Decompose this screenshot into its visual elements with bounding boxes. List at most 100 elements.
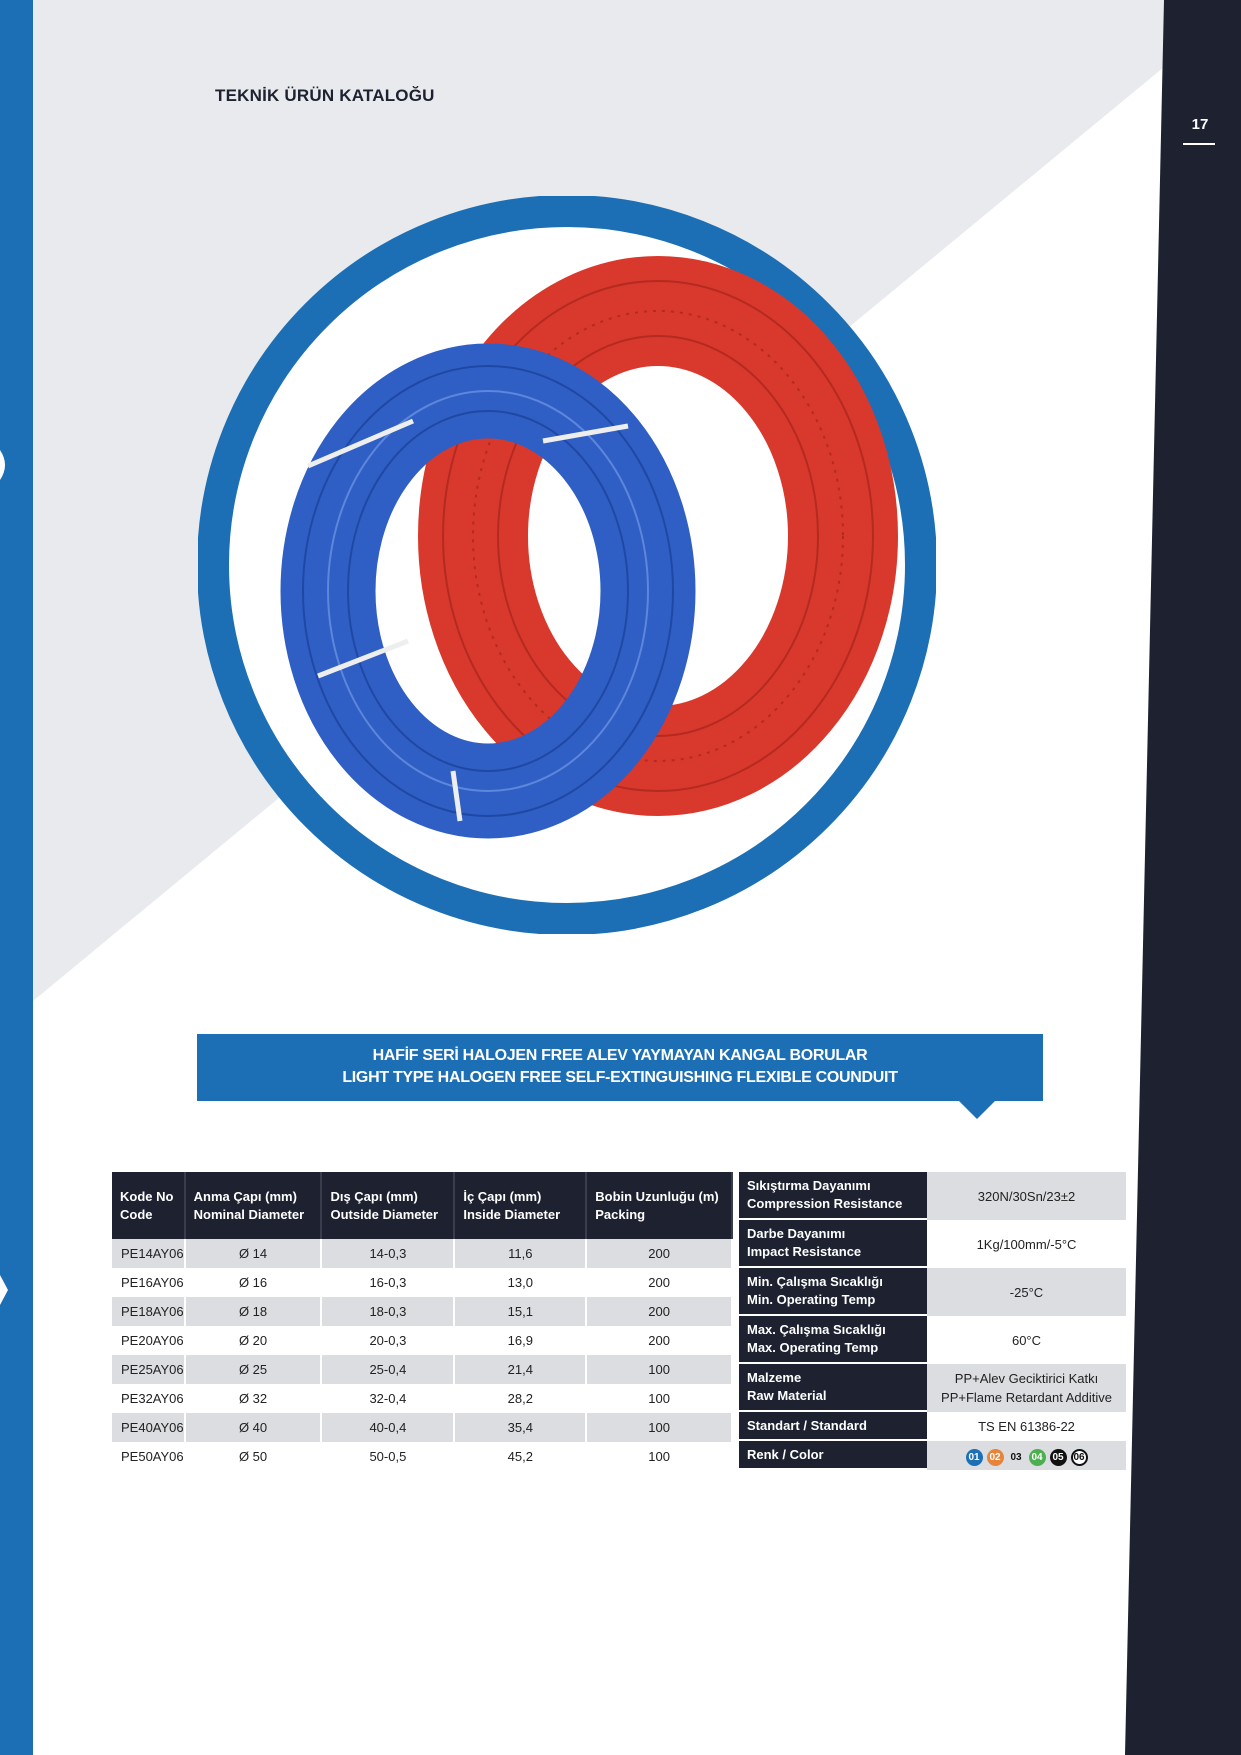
column-header-en: Outside Diameter bbox=[330, 1206, 439, 1222]
table-cell: Ø 16 bbox=[186, 1268, 323, 1297]
table-cell: 11,6 bbox=[455, 1239, 588, 1268]
table-cell: 100 bbox=[587, 1355, 733, 1384]
red-coil-icon bbox=[418, 256, 898, 816]
property-label: Standart / Standard bbox=[739, 1412, 927, 1441]
color-row: Renk / Color 01 02 03 04 05 06 bbox=[739, 1441, 1126, 1470]
table-cell: 200 bbox=[587, 1326, 733, 1355]
table-cell: PE18AY06 bbox=[112, 1297, 186, 1326]
table-row: PE25AY06 Ø 25 25-0,4 21,4 100 bbox=[112, 1355, 733, 1384]
property-label-en: Raw Material bbox=[747, 1388, 827, 1403]
property-label: Sıkıştırma Dayanımı Compression Resistanc… bbox=[739, 1172, 927, 1220]
color-option-03: 03 bbox=[1010, 1451, 1022, 1463]
property-value: 60°C bbox=[927, 1316, 1126, 1364]
property-row: Malzeme Raw Material PP+Alev Geciktirici K… bbox=[739, 1364, 1126, 1412]
banner-pointer bbox=[959, 1101, 995, 1119]
table-cell: 32-0,4 bbox=[322, 1384, 456, 1413]
table-cell: PE16AY06 bbox=[112, 1268, 186, 1297]
table-row: PE16AY06 Ø 16 16-0,3 13,0 200 bbox=[112, 1268, 733, 1297]
property-value-text: TS EN 61386-22 bbox=[978, 1419, 1075, 1434]
column-header-en: Nominal Diameter bbox=[193, 1206, 305, 1222]
color-options: 01 02 03 04 05 06 bbox=[927, 1441, 1126, 1470]
table-cell: 200 bbox=[587, 1297, 733, 1326]
table-cell: Ø 32 bbox=[186, 1384, 323, 1413]
property-label-tr: Max. Çalışma Sıcaklığı bbox=[747, 1322, 886, 1337]
table-cell: PE40AY06 bbox=[112, 1413, 186, 1442]
column-header-tr: Dış Çapı (mm) bbox=[330, 1188, 418, 1204]
table-cell: 100 bbox=[587, 1442, 733, 1471]
table-cell: PE20AY06 bbox=[112, 1326, 186, 1355]
property-value: 1Kg/100mm/-5°C bbox=[927, 1220, 1126, 1268]
table-row: PE32AY06 Ø 32 32-0,4 28,2 100 bbox=[112, 1384, 733, 1413]
table-row: PE40AY06 Ø 40 40-0,4 35,4 100 bbox=[112, 1413, 733, 1442]
table-cell: 13,0 bbox=[455, 1268, 588, 1297]
property-row: Darbe Dayanımı Impact Resistance 1Kg/100mm… bbox=[739, 1220, 1126, 1268]
banner-title-tr: HAFİF SERİ HALOJEN FREE ALEV YAYMAYAN KA… bbox=[372, 1047, 868, 1064]
table-cell: Ø 14 bbox=[185, 1239, 323, 1268]
table-cell: Ø 25 bbox=[185, 1355, 323, 1384]
table-row: PE14AY06 Ø 14 14-0,3 11,6 200 bbox=[112, 1239, 733, 1268]
table-cell: PE14AY06 bbox=[112, 1239, 186, 1268]
property-row: Max. Çalışma Sıcaklığı Max. Operating Tem… bbox=[739, 1316, 1126, 1364]
blue-coil-icon bbox=[280, 343, 696, 839]
table-cell: 25-0,4 bbox=[322, 1355, 456, 1384]
property-value: TS EN 61386-22 bbox=[927, 1412, 1126, 1441]
column-header-en: Packing bbox=[595, 1206, 646, 1222]
table-cell: Ø 40 bbox=[185, 1413, 323, 1442]
property-label-tr: Sıkıştırma Dayanımı bbox=[747, 1178, 871, 1193]
color-option-01: 01 bbox=[965, 1448, 983, 1466]
column-header-tr: İç Çapı (mm) bbox=[463, 1188, 542, 1204]
property-label: Min. Çalışma Sıcaklığı Min. Operating Tem… bbox=[739, 1268, 927, 1316]
column-header: Dış Çapı (mm) Outside Diameter bbox=[322, 1172, 456, 1239]
property-label-tr: Min. Çalışma Sıcaklığı bbox=[747, 1274, 883, 1289]
column-header: İç Çapı (mm) Inside Diameter bbox=[455, 1172, 588, 1239]
table-cell: PE50AY06 bbox=[112, 1442, 186, 1471]
property-value-text: 60°C bbox=[1011, 1332, 1042, 1348]
property-label: Darbe Dayanımı Impact Resistance bbox=[739, 1220, 927, 1268]
column-header-en: Code bbox=[120, 1206, 153, 1222]
property-value-text: PP+Alev Geciktirici Katkı bbox=[954, 1371, 1099, 1386]
table-cell: Ø 18 bbox=[185, 1297, 323, 1326]
column-header-en: Inside Diameter bbox=[463, 1206, 561, 1222]
property-value-text: 1Kg/100mm/-5°C bbox=[976, 1236, 1077, 1252]
table-cell: 100 bbox=[587, 1413, 733, 1442]
table-cell: 40-0,4 bbox=[322, 1413, 456, 1442]
table-row: PE18AY06 Ø 18 18-0,3 15,1 200 bbox=[112, 1297, 733, 1326]
table-cell: 200 bbox=[587, 1239, 733, 1268]
table-cell: 200 bbox=[587, 1268, 733, 1297]
property-label-en: Compression Resistance bbox=[747, 1196, 903, 1211]
table-cell: 16-0,3 bbox=[322, 1268, 456, 1297]
property-value: 320N/30Sn/23±2 bbox=[927, 1172, 1126, 1220]
property-label: Renk / Color bbox=[739, 1441, 927, 1470]
color-option-02: 02 bbox=[986, 1448, 1004, 1466]
property-value-text: -25°C bbox=[1009, 1284, 1044, 1300]
table-cell: 35,4 bbox=[455, 1413, 588, 1442]
column-header: Bobin Uzunluğu (m) Packing bbox=[587, 1172, 733, 1239]
banner-title-en: LIGHT TYPE HALOGEN FREE SELF-EXTINGUISHI… bbox=[342, 1069, 898, 1086]
table-cell: 100 bbox=[587, 1384, 733, 1413]
table-row: PE50AY06 Ø 50 50-0,5 45,2 100 bbox=[112, 1442, 733, 1471]
table-cell: 21,4 bbox=[455, 1355, 588, 1384]
table-cell: 18-0,3 bbox=[322, 1297, 456, 1326]
page-number-underline bbox=[1183, 143, 1215, 145]
table-cell: 20-0,3 bbox=[322, 1326, 456, 1355]
property-label-tr: Darbe Dayanımı bbox=[747, 1226, 846, 1241]
column-header: Anma Çapı (mm) Nominal Diameter bbox=[185, 1172, 323, 1239]
page-number: 17 bbox=[1191, 116, 1209, 133]
property-value: PP+Alev Geciktirici Katkı PP+Flame Retard… bbox=[927, 1364, 1126, 1412]
catalog-title: TEKNİK ÜRÜN KATALOĞU bbox=[215, 86, 435, 105]
property-row: Standart / Standard TS EN 61386-22 bbox=[739, 1412, 1126, 1441]
table-cell: 28,2 bbox=[455, 1384, 588, 1413]
table-cell: Ø 50 bbox=[186, 1442, 323, 1471]
table-cell: 14-0,3 bbox=[322, 1239, 456, 1268]
property-label: Max. Çalışma Sıcaklığı Max. Operating Tem… bbox=[739, 1316, 927, 1364]
dimensions-table: Kode No Code Anma Çapı (mm) Nominal Diamete… bbox=[112, 1172, 733, 1471]
property-row: Min. Çalışma Sıcaklığı Min. Operating Tem… bbox=[739, 1268, 1126, 1316]
table-cell: PE25AY06 bbox=[112, 1355, 186, 1384]
color-option-05: 05 bbox=[1049, 1448, 1067, 1466]
product-title-banner: HAFİF SERİ HALOJEN FREE ALEV YAYMAYAN KA… bbox=[197, 1034, 1043, 1101]
column-header-tr: Kode No bbox=[120, 1188, 174, 1204]
property-value-text-en: PP+Flame Retardant Additive bbox=[941, 1390, 1112, 1405]
table-cell: 50-0,5 bbox=[322, 1442, 456, 1471]
product-image-circle bbox=[198, 196, 936, 934]
table-cell: Ø 20 bbox=[186, 1326, 323, 1355]
